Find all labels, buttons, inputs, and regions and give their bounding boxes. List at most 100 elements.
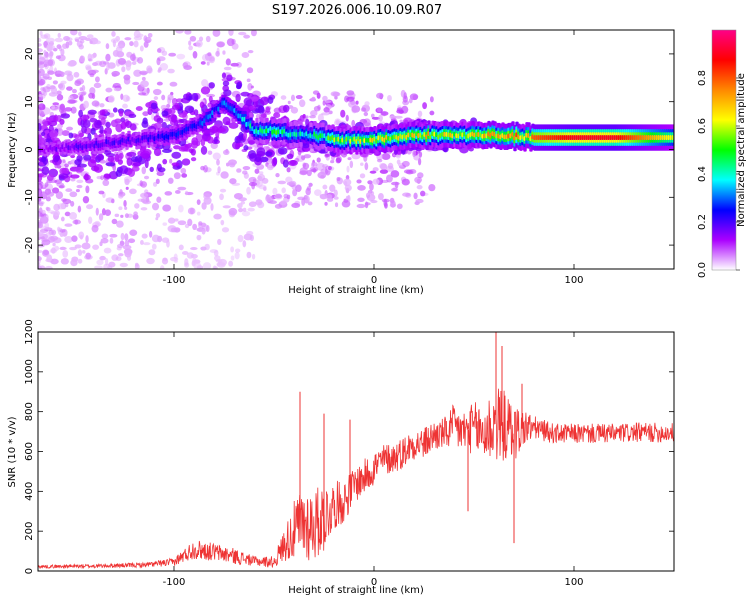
spectrogram-cell [62, 198, 72, 205]
spectrogram-cell [356, 203, 366, 209]
spectrogram-cell [128, 113, 137, 118]
spectrogram-cell [178, 112, 187, 118]
spectrogram-cell [292, 188, 298, 197]
spectrogram-cell [323, 107, 330, 113]
spectrogram-cell [250, 30, 257, 37]
spectrogram-cell [159, 62, 169, 71]
spectrogram-cell [386, 174, 393, 183]
spectrogram-cell [136, 33, 144, 38]
spectrogram-cell [192, 50, 198, 59]
spectrogram-cell [111, 198, 115, 204]
spectrogram-cell [380, 111, 389, 116]
spectrogram-cell [51, 229, 57, 236]
spectrogram-cell [151, 202, 160, 211]
spectrogram-cell [190, 157, 197, 162]
spectrogram-cell [228, 30, 234, 36]
spectrogram-cell [203, 165, 208, 173]
spectrogram-cell [91, 100, 100, 107]
spectrogram-cell [299, 167, 308, 175]
spectrogram-cell [357, 197, 365, 202]
spectrogram-cell [228, 207, 238, 216]
spectrogram-cell [191, 93, 199, 102]
spectrogram-cell [213, 136, 218, 144]
spectrogram-cell [255, 199, 263, 206]
spectrogram-cell [334, 202, 339, 208]
spectrogram-cell [249, 96, 259, 102]
spectrogram-cell [344, 184, 352, 192]
spectrogram-cell [315, 162, 325, 171]
spectrogram-cell [131, 166, 140, 172]
spectrogram-cell [347, 157, 352, 161]
spectrogram-cell [187, 142, 193, 149]
spectrogram-cell [156, 117, 164, 124]
spectrogram-cell [225, 58, 231, 66]
spectrogram-cell [328, 166, 332, 171]
spectrogram-cell [52, 242, 56, 247]
spectrogram-cell [242, 170, 248, 175]
spectrogram-cell [148, 249, 156, 256]
spectrogram-cell [222, 149, 230, 155]
spectrogram-cell [153, 96, 159, 101]
spectrogram-cell [122, 94, 130, 102]
spectrogram-cell [322, 184, 328, 190]
colorbar-tick-label: 0.2 [697, 214, 708, 230]
spectrogram-cell [120, 121, 127, 130]
spectrogram-cell [64, 107, 73, 112]
y-tick-label: 10 [24, 95, 35, 108]
spectrogram-cell [215, 259, 223, 263]
spectrogram-cell [45, 117, 54, 122]
spectrogram-cell [196, 211, 201, 216]
spectrogram-cell [65, 203, 69, 208]
spectrogram-cell [238, 131, 244, 140]
spectrogram-cell [109, 237, 114, 244]
spectrogram-cell [329, 184, 336, 193]
spectrogram-cell [238, 31, 247, 36]
spectrogram-cell [324, 201, 328, 206]
spectrogram-cell [140, 207, 148, 211]
spectrogram-cell [181, 158, 191, 166]
y-tick-label: 200 [24, 522, 35, 541]
spectrogram-cell [429, 96, 434, 103]
spectrogram-cell [256, 150, 266, 158]
spectrogram-cell [391, 181, 400, 186]
spectrogram-cell [140, 80, 149, 88]
y-tick-label: 1000 [24, 359, 35, 384]
spectrogram-cell [88, 216, 93, 225]
spectrogram-cell [247, 149, 257, 159]
spectrogram-cell [333, 196, 339, 200]
spectrogram-cell [62, 159, 66, 164]
spectrogram-cell [275, 172, 280, 178]
spectrogram-cell [99, 103, 105, 108]
spectrogram-cell [38, 70, 42, 74]
spectrogram-cell [131, 61, 137, 65]
spectrogram-cell [309, 115, 316, 119]
colorbar: 0.0 0.2 0.4 0.6 0.8 Normalized spectral ampl… [697, 29, 747, 278]
spectrogram-cell [38, 73, 42, 82]
spectrogram-cell [56, 90, 62, 96]
spectrogram-cell [82, 250, 86, 254]
spectrogram-cell [169, 158, 173, 164]
spectrogram-cell [156, 171, 165, 177]
colorbar-label: Normalized spectral amplitude [736, 73, 747, 227]
x-tick-label: 0 [371, 275, 377, 286]
spectrogram-cell [193, 262, 202, 269]
spectrogram-cell [212, 265, 217, 269]
spectrogram-cell [124, 233, 129, 241]
spectrogram-cell [80, 114, 90, 121]
y-tick-label: 400 [24, 482, 35, 501]
spectrogram-cell [219, 193, 224, 201]
spectrogram-cell [200, 61, 206, 65]
spectrogram-cell [378, 114, 383, 122]
spectrogram-cell [213, 213, 222, 220]
spectrogram-cell [114, 153, 120, 163]
spectrogram-cell [38, 37, 42, 43]
spectrogram-cell [134, 203, 140, 209]
spectrogram-cell [100, 237, 109, 244]
spectrogram-cell [417, 172, 424, 179]
spectrogram-cell [117, 253, 124, 257]
spectrogram-cell [330, 91, 340, 97]
spectrogram-cell [64, 223, 73, 227]
spectrogram-cell [41, 166, 50, 175]
spectrogram-cell [391, 187, 398, 192]
